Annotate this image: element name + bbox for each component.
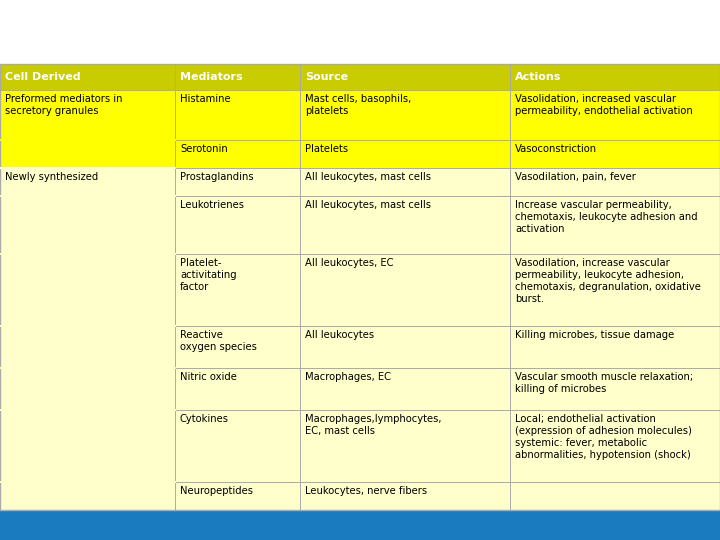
Text: Vasodilation, increase vascular
permeability, leukocyte adhesion,
chemotaxis, de: Vasodilation, increase vascular permeabi… <box>515 258 701 304</box>
Bar <box>0 196 175 254</box>
Text: Serotonin: Serotonin <box>180 144 228 154</box>
Bar <box>300 326 510 368</box>
Bar <box>300 90 510 140</box>
Text: Vascular smooth muscle relaxation;
killing of microbes: Vascular smooth muscle relaxation; killi… <box>515 372 693 394</box>
Bar <box>175 254 300 326</box>
Bar <box>0 64 720 510</box>
Text: Actions: Actions <box>515 72 562 82</box>
Bar <box>510 196 720 254</box>
Bar <box>0 510 720 540</box>
Text: Leukotrienes: Leukotrienes <box>180 200 244 210</box>
Text: Neuropeptides: Neuropeptides <box>180 486 253 496</box>
Text: Platelet-
activitating
factor: Platelet- activitating factor <box>180 258 237 292</box>
Bar <box>0 64 720 90</box>
Bar <box>510 368 720 410</box>
Text: Mediators: Mediators <box>180 72 243 82</box>
Bar <box>175 140 300 168</box>
Bar <box>175 482 300 510</box>
Text: All leukocytes, EC: All leukocytes, EC <box>305 258 394 268</box>
Bar <box>175 410 300 482</box>
Text: Local; endothelial activation
(expression of adhesion molecules)
systemic: fever: Local; endothelial activation (expressio… <box>515 414 692 460</box>
Text: Mast cells, basophils,
platelets: Mast cells, basophils, platelets <box>305 94 411 116</box>
Bar <box>0 254 175 326</box>
Bar <box>510 168 720 196</box>
Text: Macrophages, EC: Macrophages, EC <box>305 372 391 382</box>
Bar <box>0 168 175 196</box>
Text: Platelets: Platelets <box>305 144 348 154</box>
Bar <box>175 90 300 140</box>
Text: Vasolidation, increased vascular
permeability, endothelial activation: Vasolidation, increased vascular permeab… <box>515 94 693 116</box>
Bar <box>510 140 720 168</box>
Bar <box>300 140 510 168</box>
Bar <box>175 196 300 254</box>
Text: Vasodilation, pain, fever: Vasodilation, pain, fever <box>515 172 636 182</box>
Bar <box>175 326 300 368</box>
Bar <box>510 410 720 482</box>
Text: Cytokines: Cytokines <box>180 414 229 424</box>
Text: Macrophages,lymphocytes,
EC, mast cells: Macrophages,lymphocytes, EC, mast cells <box>305 414 441 436</box>
Bar <box>300 254 510 326</box>
Text: Increase vascular permeability,
chemotaxis, leukocyte adhesion and
activation: Increase vascular permeability, chemotax… <box>515 200 698 234</box>
Text: Histamine: Histamine <box>180 94 230 104</box>
Bar <box>0 410 175 482</box>
Text: All leukocytes, mast cells: All leukocytes, mast cells <box>305 172 431 182</box>
Bar <box>300 482 510 510</box>
Bar <box>510 482 720 510</box>
Bar <box>0 140 175 168</box>
Text: Nitric oxide: Nitric oxide <box>180 372 237 382</box>
Text: Cell Derived: Cell Derived <box>5 72 81 82</box>
Text: Source: Source <box>305 72 348 82</box>
Bar <box>0 368 175 410</box>
Text: All leukocytes: All leukocytes <box>305 330 374 340</box>
Text: Reactive
oxygen species: Reactive oxygen species <box>180 330 257 352</box>
Bar <box>0 482 175 510</box>
Bar <box>175 368 300 410</box>
Bar <box>300 410 510 482</box>
Bar <box>175 168 300 196</box>
Text: Killing microbes, tissue damage: Killing microbes, tissue damage <box>515 330 674 340</box>
Text: All leukocytes, mast cells: All leukocytes, mast cells <box>305 200 431 210</box>
Bar <box>510 90 720 140</box>
Bar <box>0 90 175 140</box>
Text: Newly synthesized: Newly synthesized <box>5 172 98 182</box>
Bar <box>300 196 510 254</box>
Bar <box>510 254 720 326</box>
Bar <box>300 168 510 196</box>
Text: Preformed mediators in
secretory granules: Preformed mediators in secretory granule… <box>5 94 122 116</box>
Bar <box>300 368 510 410</box>
Bar <box>0 326 175 368</box>
Bar <box>510 326 720 368</box>
Text: Prostaglandins: Prostaglandins <box>180 172 253 182</box>
Text: Vasoconstriction: Vasoconstriction <box>515 144 597 154</box>
Text: Leukocytes, nerve fibers: Leukocytes, nerve fibers <box>305 486 427 496</box>
